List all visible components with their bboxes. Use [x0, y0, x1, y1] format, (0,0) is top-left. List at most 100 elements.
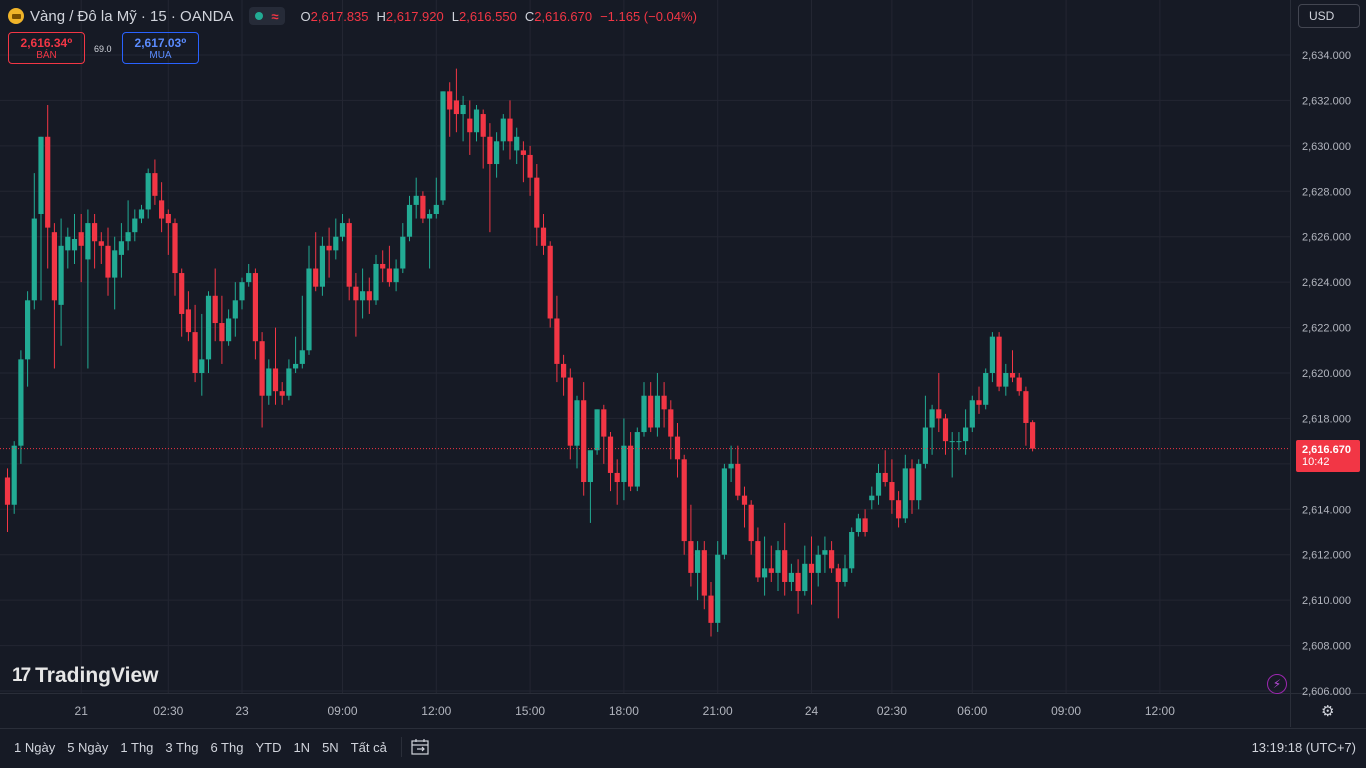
candle — [909, 459, 915, 514]
price-chart[interactable]: 2,606.000 2,608.000 2,610.000 2,612.000 2,61… — [0, 0, 1366, 728]
candle — [1016, 373, 1022, 396]
candle-body — [366, 291, 372, 301]
candle — [239, 277, 245, 310]
candle-body — [118, 241, 124, 255]
time-tick-label: 09:00 — [327, 704, 357, 718]
candle-body — [393, 268, 399, 283]
candle-body — [1009, 373, 1016, 378]
candle — [413, 177, 419, 219]
candle — [621, 418, 627, 501]
range-3-month[interactable]: 3 Thg — [165, 739, 199, 755]
price-tick-label: 2,620.000 — [1302, 368, 1351, 380]
gold-symbol-icon — [8, 8, 24, 24]
range-1-day[interactable]: 1 Ngày — [14, 739, 56, 755]
bottom-toolbar: 1 Ngày 5 Ngày 1 Thg 3 Thg 6 Thg YTD 1N 5… — [0, 728, 1366, 765]
candle-body — [460, 104, 466, 115]
candle — [406, 195, 413, 242]
candle-body — [896, 500, 902, 519]
candle-body — [983, 373, 989, 405]
clock-timezone[interactable]: 13:19:18 (UTC+7) — [1251, 739, 1356, 755]
candle-body — [829, 550, 835, 569]
candle-body — [480, 114, 486, 137]
range-6-month[interactable]: 6 Thg — [210, 739, 244, 755]
candle — [996, 332, 1002, 392]
candle-body — [98, 241, 104, 246]
time-tick-label: 24 — [805, 704, 819, 718]
candle — [185, 291, 191, 342]
price-change: −1.165 (−0.04%) — [600, 8, 697, 24]
calendar-goto-icon[interactable] — [410, 738, 430, 756]
candle-body — [996, 336, 1002, 387]
time-tick-label: 09:00 — [1051, 704, 1081, 718]
low-label: L — [451, 8, 459, 24]
candle — [78, 214, 84, 283]
candle — [440, 91, 446, 205]
symbol-title[interactable]: Vàng / Đô la Mỹ · 15 · OANDA — [30, 7, 234, 25]
candle-body — [909, 468, 915, 501]
candle-body — [447, 91, 453, 110]
candle-body — [621, 445, 627, 483]
buy-price: 2,617.03⁰ — [134, 35, 187, 50]
candle — [25, 291, 31, 387]
candle-body — [18, 359, 24, 446]
candle — [976, 386, 982, 414]
candle-body — [554, 318, 560, 364]
candle — [875, 463, 882, 505]
candle — [916, 459, 922, 510]
range-5-year[interactable]: 5N — [322, 739, 339, 755]
sell-price: 2,616.34⁰ — [20, 35, 73, 50]
candle — [494, 132, 500, 178]
candle — [849, 527, 855, 573]
price-tick-label: 2,612.000 — [1302, 550, 1351, 562]
candle — [815, 545, 821, 587]
candle — [688, 504, 694, 587]
low-value: 2,616.550 — [458, 8, 517, 24]
price-tick-label: 2,614.000 — [1302, 504, 1351, 516]
candle — [319, 236, 325, 296]
candle — [51, 223, 57, 369]
candle — [252, 268, 258, 360]
candle — [869, 486, 875, 510]
candle — [507, 100, 513, 160]
candle-body — [25, 300, 31, 360]
candle-body — [185, 309, 191, 333]
candle-body — [58, 245, 64, 305]
candle-body — [1030, 422, 1036, 449]
range-1-year[interactable]: 1N — [293, 739, 311, 755]
candle — [71, 214, 78, 264]
lightning-icon[interactable]: ⚡ — [1267, 674, 1287, 694]
tradingview-logo[interactable]: 17 TradingView — [12, 664, 158, 688]
candle — [339, 214, 346, 242]
candle — [795, 559, 801, 614]
candle-body — [520, 150, 526, 155]
currency-selector[interactable]: USD — [1298, 4, 1360, 28]
candle — [695, 541, 701, 601]
candle — [226, 309, 232, 346]
candle-body — [527, 154, 533, 178]
candle — [1003, 363, 1009, 396]
candle-body — [755, 541, 761, 578]
candle — [715, 541, 721, 632]
buy-button[interactable]: 2,617.03⁰ MUA — [122, 32, 199, 64]
candle-body — [306, 268, 312, 351]
market-status[interactable]: ≈ — [249, 7, 285, 25]
gear-icon[interactable]: ⚙ — [1321, 703, 1335, 720]
candle-body — [701, 550, 707, 596]
candle-body — [942, 418, 949, 442]
time-tick-label: 06:00 — [957, 704, 987, 718]
spread-value: 69.0 — [94, 44, 112, 54]
candle-body — [413, 195, 419, 205]
candle-body — [85, 223, 91, 260]
candle-body — [152, 173, 158, 196]
range-1-month[interactable]: 1 Thg — [120, 739, 154, 755]
candle — [299, 295, 305, 369]
range-all[interactable]: Tất cả — [350, 739, 387, 755]
range-ytd[interactable]: YTD — [255, 739, 282, 755]
candle-body — [668, 409, 674, 437]
sell-button[interactable]: 2,616.34⁰ BÁN — [8, 32, 85, 64]
range-5-day[interactable]: 5 Ngày — [67, 739, 109, 755]
candle — [326, 227, 332, 278]
candle-body — [319, 245, 325, 287]
candle-body — [654, 395, 660, 428]
candle — [145, 168, 151, 219]
